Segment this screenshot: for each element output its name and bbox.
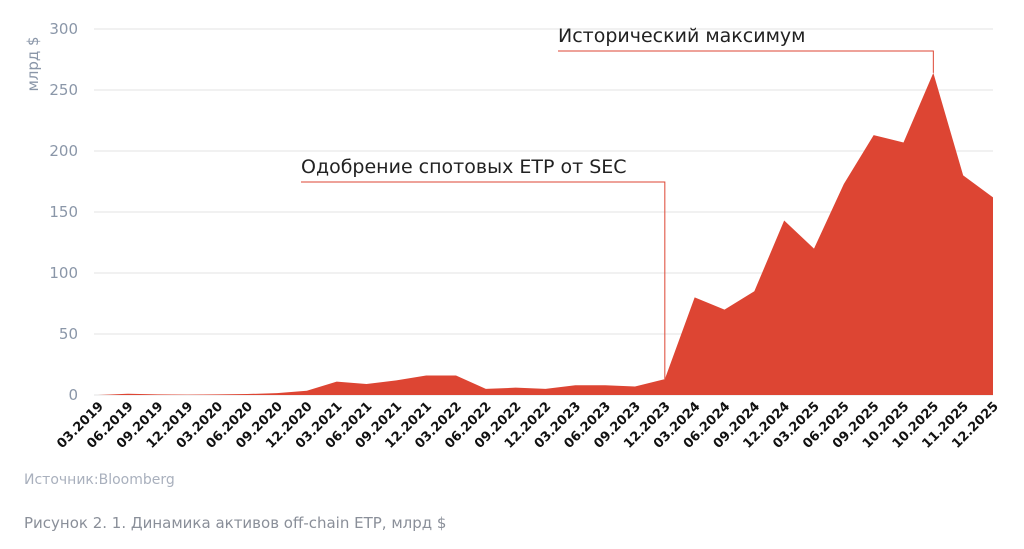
y-tick-label: 100: [49, 264, 78, 282]
annotation-leader-line: [558, 50, 934, 73]
figure-caption: Рисунок 2. 1. Динамика активов off-chain…: [24, 514, 447, 532]
y-tick-label: 0: [68, 386, 78, 404]
y-tick-label: 200: [49, 142, 78, 160]
annotation-label: Одобрение спотовых ETP от SEC: [301, 156, 627, 178]
source-note: Источник:Bloomberg: [24, 472, 175, 488]
annotation-label: Исторический максимум: [558, 25, 806, 47]
y-tick-label: 300: [49, 20, 78, 38]
annotation-leader-line: [301, 181, 666, 380]
y-tick-label: 250: [49, 81, 78, 99]
y-tick-label: 50: [59, 325, 78, 343]
y-tick-label: 150: [49, 203, 78, 221]
area-series: [98, 72, 993, 396]
y-axis-label: млрд $: [24, 36, 42, 91]
